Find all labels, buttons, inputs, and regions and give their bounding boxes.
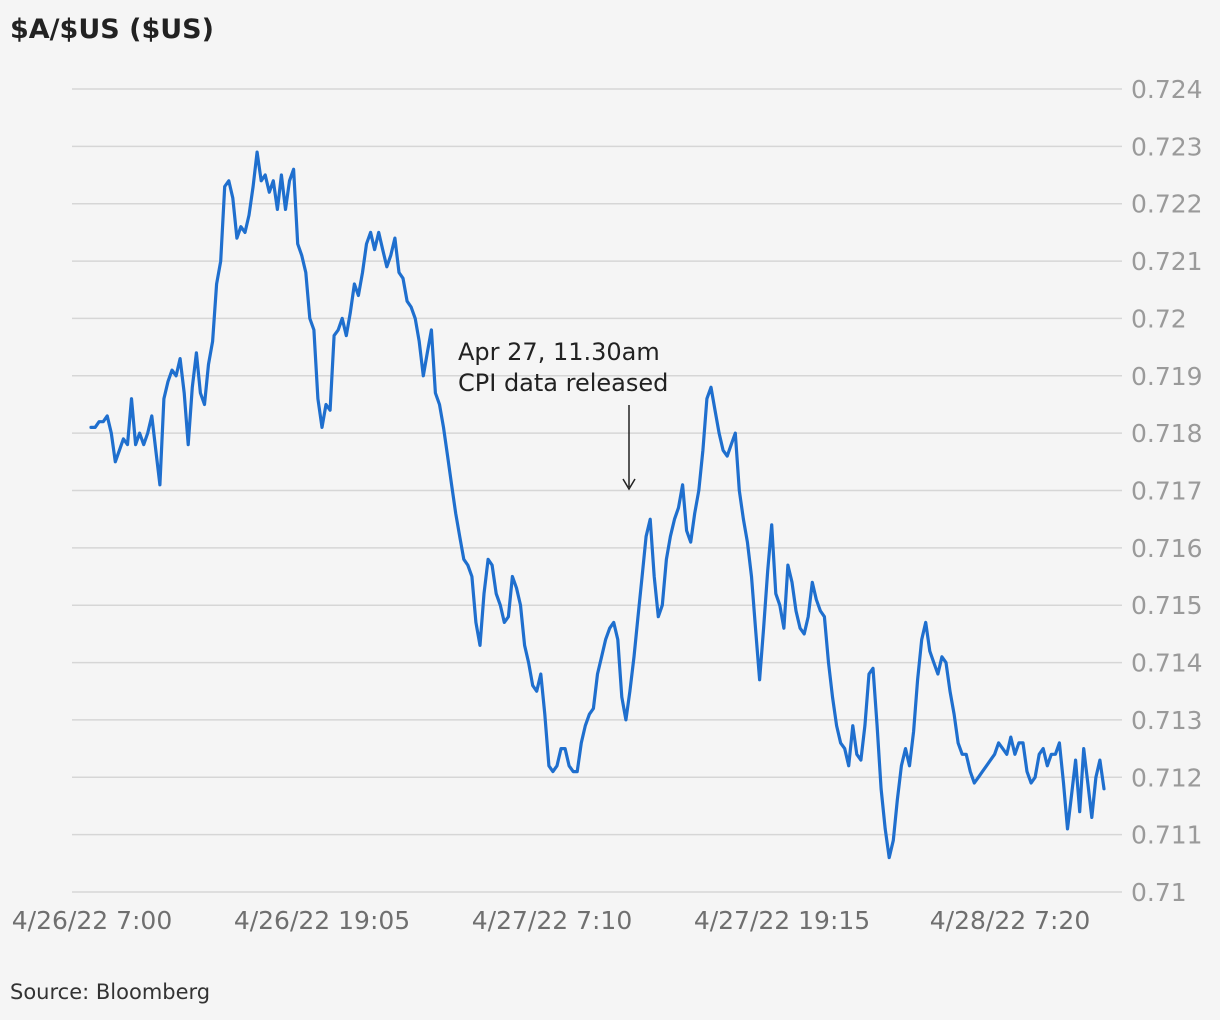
x-tick-label: 4/28/22 7:20 (930, 906, 1090, 935)
y-axis: 0.71 0.711 0.712 0.713 0.714 0.715 0.716 0.717 0… (1131, 75, 1203, 907)
chart-title: $A/$US ($US) (10, 14, 214, 45)
annotation: Apr 27, 11.30am CPI data released (458, 338, 668, 491)
x-tick-label: 4/27/22 19:15 (694, 906, 870, 935)
series-layer (89, 150, 1106, 860)
y-tick-label: 0.721 (1131, 247, 1203, 276)
y-tick-label: 0.716 (1131, 534, 1203, 563)
y-tick-label: 0.72 (1131, 304, 1187, 333)
y-tick-label: 0.723 (1131, 132, 1203, 161)
annotation-line2: CPI data released (458, 369, 668, 397)
x-tick-label: 4/27/22 7:10 (472, 906, 632, 935)
y-tick-label: 0.717 (1131, 477, 1203, 506)
annotation-arrow-head (622, 478, 636, 491)
series-line (89, 150, 1106, 860)
annotation-line1: Apr 27, 11.30am (458, 338, 660, 366)
source-note: Source: Bloomberg (10, 980, 211, 1004)
x-axis: 4/26/22 7:00 4/26/22 19:05 4/27/22 7:10 4/2… (12, 906, 1090, 935)
y-tick-label: 0.719 (1131, 362, 1203, 391)
x-tick-label: 4/26/22 7:00 (12, 906, 172, 935)
y-tick-label: 0.713 (1131, 706, 1203, 735)
y-tick-label: 0.711 (1131, 821, 1203, 850)
y-tick-label: 0.71 (1131, 878, 1187, 907)
y-tick-label: 0.724 (1131, 75, 1203, 104)
grid-layer (72, 88, 1122, 893)
y-tick-label: 0.714 (1131, 649, 1203, 678)
y-tick-label: 0.712 (1131, 763, 1203, 792)
x-tick-label: 4/26/22 19:05 (234, 906, 410, 935)
y-tick-label: 0.715 (1131, 591, 1203, 620)
y-tick-label: 0.722 (1131, 190, 1203, 219)
y-tick-label: 0.718 (1131, 419, 1203, 448)
